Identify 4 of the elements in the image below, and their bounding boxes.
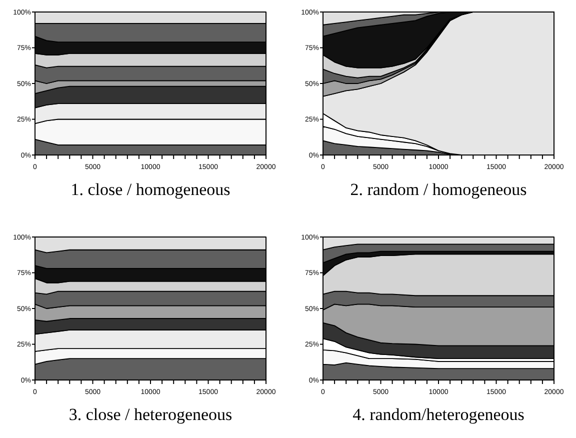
text: 3. close / heterogeneous <box>68 405 232 424</box>
text: 2. random / homogeneous <box>350 180 527 199</box>
text: 1. close / homogeneous <box>70 180 230 199</box>
text: 4. random/heterogeneous <box>352 405 524 424</box>
